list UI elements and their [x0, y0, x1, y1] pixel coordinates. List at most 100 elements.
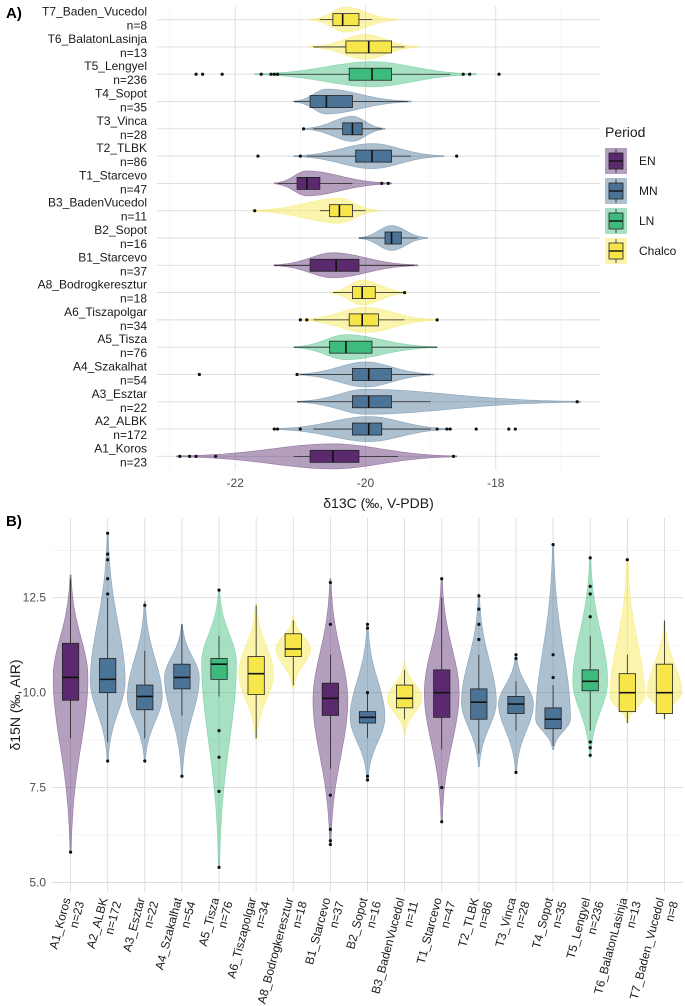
outlier-point	[194, 454, 198, 458]
box-iqr	[352, 286, 376, 299]
outlier-point	[588, 584, 592, 588]
outlier-point	[197, 372, 201, 377]
outlier-point	[328, 793, 332, 797]
category-count: n=172	[113, 428, 147, 442]
legend-label: LN	[639, 214, 654, 228]
outlier-point	[477, 637, 481, 642]
outlier-point	[298, 318, 302, 322]
box-iqr	[284, 633, 302, 657]
outlier-point	[178, 454, 182, 458]
category-label: B1_Starcevo	[78, 250, 147, 264]
outlier-point	[68, 850, 73, 854]
outlier-point	[513, 427, 517, 431]
outlier-point	[106, 531, 110, 535]
outlier-point	[461, 72, 465, 76]
outlier-point	[328, 827, 332, 831]
outlier-point	[402, 290, 407, 295]
x-tick-label: -22	[227, 476, 245, 490]
outlier-point	[497, 72, 501, 76]
outlier-point	[435, 427, 439, 431]
outlier-point	[194, 72, 198, 76]
outlier-point	[328, 622, 332, 626]
outlier-point	[455, 154, 459, 158]
outlier-point	[106, 759, 110, 763]
legend-item-chalco: Chalco	[605, 238, 677, 264]
outlier-point	[365, 626, 370, 630]
outlier-point	[259, 72, 263, 76]
category-count: n=8	[662, 899, 681, 923]
legend-title: Period	[605, 124, 645, 140]
outlier-point	[588, 746, 592, 750]
category-label: T5_Lengyel	[84, 59, 147, 73]
category-label: B3_BadenVucedol	[48, 196, 147, 210]
category-label: A2_ALBK	[95, 414, 147, 428]
outlier-point	[143, 759, 147, 763]
box-iqr	[396, 684, 414, 709]
outlier-point	[575, 400, 579, 404]
category-label: T2_TLBK	[96, 141, 147, 155]
outlier-point	[180, 774, 184, 778]
panel-a-tag: A)	[6, 5, 22, 22]
outlier-point	[551, 653, 555, 657]
outlier-point	[477, 607, 481, 611]
category-count: n=54	[178, 899, 199, 929]
outlier-point	[365, 774, 370, 778]
outlier-point	[214, 454, 218, 458]
category-label: T6_BalatonLasinja	[48, 32, 148, 46]
box-iqr	[329, 340, 373, 354]
box-iqr	[352, 395, 392, 409]
box-iqr	[348, 67, 392, 81]
panel-a-chart: -22 -20 -18 δ13C (‰, V-PDB) T7_Baden_Vucedol…	[38, 5, 600, 511]
box-iqr	[507, 696, 525, 714]
outlier-point	[217, 755, 221, 759]
y-tick-label: 7.5	[29, 781, 46, 795]
outlier-point	[305, 318, 309, 322]
outlier-point	[451, 454, 456, 458]
category-count: n=47	[438, 899, 459, 929]
outlier-point	[217, 865, 221, 869]
category-count: n=236	[113, 73, 147, 87]
category-label: T3_Vinca	[97, 114, 148, 128]
box-iqr	[352, 368, 392, 381]
box-iqr	[296, 177, 321, 190]
outlier-point	[328, 580, 332, 585]
category-count: n=11	[401, 899, 421, 928]
box-iqr	[332, 13, 360, 27]
box-iqr	[470, 688, 488, 720]
category-count: n=22	[141, 899, 162, 929]
outlier-point	[588, 615, 592, 619]
box-iqr	[544, 707, 562, 730]
box-iqr	[348, 313, 379, 327]
category-count: n=23	[67, 899, 88, 929]
outlier-point	[275, 72, 280, 76]
outlier-point	[217, 588, 221, 592]
category-count: n=47	[120, 182, 147, 196]
category-label: T7_Baden_Vucedol	[42, 5, 147, 19]
outlier-point	[448, 427, 452, 431]
box-iqr	[384, 231, 402, 245]
outlier-point	[256, 154, 260, 158]
outlier-point	[272, 72, 276, 76]
legend-label: MN	[639, 184, 658, 198]
box-iqr	[329, 204, 353, 218]
outlier-point	[365, 691, 370, 695]
outlier-point	[625, 558, 629, 562]
category-label: A8_Bodrogkeresztur	[38, 278, 147, 292]
category-label: A6_Tiszapolgar	[64, 305, 147, 319]
outlier-point	[588, 556, 592, 560]
outlier-point	[201, 72, 205, 76]
outlier-point	[269, 72, 273, 76]
outlier-point	[445, 427, 449, 431]
